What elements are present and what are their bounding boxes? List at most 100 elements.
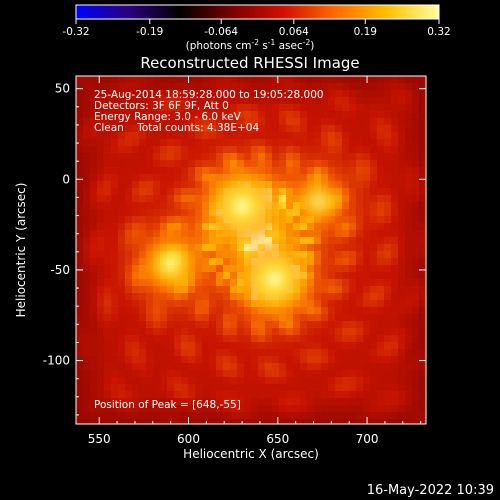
image-pixel [314, 272, 321, 279]
image-pixel [188, 412, 195, 419]
image-pixel [391, 118, 398, 125]
image-pixel [293, 125, 300, 132]
image-pixel [391, 139, 398, 146]
image-pixel [321, 300, 328, 307]
image-pixel [104, 146, 111, 153]
image-pixel [139, 139, 146, 146]
image-pixel [90, 300, 97, 307]
image-pixel [279, 153, 286, 160]
image-pixel [398, 181, 405, 188]
image-pixel [209, 307, 216, 314]
image-pixel [412, 300, 419, 307]
image-pixel [111, 174, 118, 181]
image-pixel [230, 363, 237, 370]
image-pixel [363, 258, 370, 265]
image-pixel [223, 97, 230, 104]
image-pixel [286, 209, 293, 216]
image-pixel [293, 398, 300, 405]
image-pixel [384, 293, 391, 300]
image-pixel [104, 419, 111, 424]
image-pixel [132, 125, 139, 132]
image-pixel [258, 146, 265, 153]
x-axis: 550 600 650 700 [88, 76, 422, 446]
image-pixel [209, 111, 216, 118]
image-pixel [132, 335, 139, 342]
image-pixel [202, 300, 209, 307]
image-pixel [132, 349, 139, 356]
image-pixel [293, 104, 300, 111]
image-pixel [83, 160, 90, 167]
image-pixel [398, 209, 405, 216]
image-pixel [132, 314, 139, 321]
image-pixel [153, 370, 160, 377]
image-pixel [321, 398, 328, 405]
image-pixel [300, 405, 307, 412]
image-pixel [97, 412, 104, 419]
image-pixel [209, 370, 216, 377]
image-pixel [398, 328, 405, 335]
image-pixel [265, 167, 272, 174]
image-pixel [251, 419, 258, 424]
image-pixel [412, 237, 419, 244]
image-pixel [307, 90, 314, 97]
image-pixel [328, 265, 335, 272]
image-pixel [76, 90, 83, 97]
image-pixel [153, 335, 160, 342]
image-pixel [314, 293, 321, 300]
y-axis: 500-50-100 [43, 82, 426, 416]
image-pixel [328, 363, 335, 370]
image-pixel [398, 300, 405, 307]
image-pixel [251, 405, 258, 412]
image-pixel [419, 139, 426, 146]
image-pixel [321, 405, 328, 412]
image-pixel [412, 377, 419, 384]
image-pixel [349, 307, 356, 314]
image-pixel [237, 111, 244, 118]
image-pixel [104, 118, 111, 125]
image-pixel [384, 90, 391, 97]
image-pixel [342, 398, 349, 405]
image-pixel [391, 216, 398, 223]
image-pixel [356, 125, 363, 132]
image-pixel [321, 377, 328, 384]
image-pixel [300, 356, 307, 363]
image-pixel [265, 125, 272, 132]
image-pixel [125, 111, 132, 118]
image-pixel [342, 265, 349, 272]
image-pixel [104, 202, 111, 209]
image-pixel [286, 153, 293, 160]
image-pixel [111, 398, 118, 405]
image-pixel [356, 111, 363, 118]
image-pixel [202, 286, 209, 293]
image-pixel [111, 384, 118, 391]
image-pixel [349, 160, 356, 167]
image-pixel [125, 293, 132, 300]
image-pixel [419, 125, 426, 132]
image-pixel [412, 146, 419, 153]
image-pixel [160, 174, 167, 181]
image-pixel [321, 279, 328, 286]
image-pixel [307, 314, 314, 321]
image-pixel [349, 97, 356, 104]
image-pixel [209, 90, 216, 97]
image-pixel [363, 209, 370, 216]
image-pixel [370, 181, 377, 188]
image-pixel [209, 139, 216, 146]
image-pixel [83, 244, 90, 251]
image-pixel [419, 174, 426, 181]
image-pixel [384, 272, 391, 279]
image-pixel [272, 328, 279, 335]
image-pixel [286, 174, 293, 181]
image-pixel [272, 167, 279, 174]
image-pixel [181, 398, 188, 405]
image-pixel [160, 356, 167, 363]
image-pixel [363, 237, 370, 244]
image-pixel [405, 391, 412, 398]
image-pixel [216, 419, 223, 424]
image-pixel [146, 328, 153, 335]
image-pixel [97, 300, 104, 307]
colorbar-tick-label: -0.19 [136, 26, 163, 38]
image-pixel [335, 300, 342, 307]
image-pixel [370, 419, 377, 424]
image-pixel [153, 349, 160, 356]
